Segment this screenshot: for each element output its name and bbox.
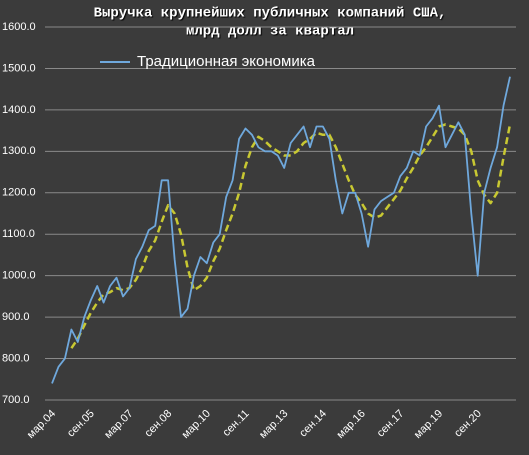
y-tick-label: 1300.0 xyxy=(2,145,36,157)
chart-title: Выручка крупнейших публичных компаний СШ… xyxy=(94,6,447,22)
series-line xyxy=(51,76,511,384)
y-tick-label: 700.0 xyxy=(2,394,30,406)
moving-average-line xyxy=(70,123,512,349)
y-tick-label: 1600.0 xyxy=(2,21,36,33)
chart-title: млрд долл за квартал xyxy=(186,24,354,40)
y-tick-label: 1400.0 xyxy=(2,104,36,116)
y-tick-label: 1000.0 xyxy=(2,270,36,282)
y-tick-label: 800.0 xyxy=(2,352,30,364)
y-tick-label: 1100.0 xyxy=(2,228,35,240)
y-tick-label: 1200.0 xyxy=(2,187,36,199)
legend-label: Традиционная экономика xyxy=(137,53,316,70)
y-tick-label: 900.0 xyxy=(2,311,30,323)
y-tick-label: 1500.0 xyxy=(2,62,36,74)
